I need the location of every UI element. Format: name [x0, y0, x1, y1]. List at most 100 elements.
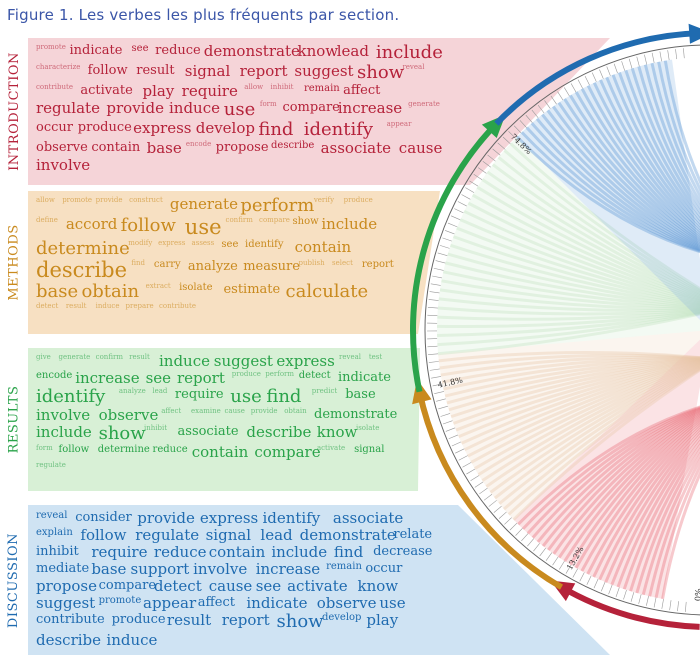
word: include: [375, 42, 443, 63]
chord-line: [599, 79, 700, 231]
chord-line: [481, 363, 700, 482]
tick: [474, 481, 484, 488]
word: find: [131, 259, 146, 267]
results-arc: [410, 121, 499, 393]
tick: [430, 283, 441, 286]
chord-line: [629, 443, 700, 592]
tick: [557, 91, 564, 101]
tick: [429, 368, 440, 371]
tick: [545, 552, 553, 561]
chord-line: [437, 311, 700, 347]
chord-line: [512, 368, 700, 521]
tick: [579, 572, 585, 582]
tick: [451, 441, 462, 447]
word: explain: [36, 527, 73, 538]
chord-line: [650, 62, 700, 199]
tick: [466, 468, 476, 475]
chord-line: [563, 415, 700, 562]
chord-line: [447, 252, 700, 307]
word: induce: [106, 631, 158, 649]
tick: [457, 201, 467, 207]
tick: [492, 148, 501, 156]
word: report: [177, 369, 225, 387]
chord-line: [630, 67, 700, 214]
chord-line: [552, 105, 700, 246]
word: appear: [143, 594, 197, 612]
word: lead: [336, 42, 369, 60]
word: obtain: [284, 407, 307, 415]
chord-line: [525, 126, 700, 252]
word: contribute: [36, 612, 105, 627]
chord-line: [491, 163, 700, 295]
word: induce: [159, 352, 210, 370]
chord-line: [444, 357, 700, 398]
chord-line: [481, 178, 700, 298]
chord-sector: [513, 339, 700, 599]
methods-label: METHODS: [6, 224, 22, 301]
tick: [437, 252, 448, 256]
tick: [487, 154, 496, 162]
word: define: [36, 216, 58, 224]
tick: [527, 538, 535, 547]
word: affect: [161, 407, 182, 415]
word: indicate: [69, 43, 123, 58]
word: detect: [36, 302, 59, 310]
tick: [435, 260, 446, 264]
tick: [432, 383, 443, 387]
word: modify: [128, 239, 153, 247]
arc-percent-label: 100%: [698, 53, 700, 77]
tick: [544, 100, 551, 109]
tick: [593, 578, 599, 589]
tick: [427, 314, 438, 317]
tick: [458, 455, 468, 461]
tick: [469, 180, 479, 187]
chord-line: [617, 71, 700, 222]
chord-line: [441, 356, 700, 384]
tick: [440, 413, 451, 417]
chord-line: [536, 409, 700, 543]
chord-line: [485, 363, 700, 488]
tick: [478, 167, 487, 174]
word: examine: [191, 407, 221, 415]
chord-line: [460, 359, 700, 445]
word: contribute: [159, 302, 196, 310]
word: induce: [95, 302, 120, 310]
tick: [659, 51, 662, 62]
chord-line: [661, 470, 700, 600]
word: mediate: [36, 561, 90, 576]
word: measure: [243, 259, 300, 274]
chord-line: [437, 310, 700, 337]
tick: [628, 58, 633, 69]
word: include: [321, 215, 378, 233]
word: know: [297, 42, 339, 60]
word: demonstrate: [203, 42, 300, 60]
chord-line: [497, 156, 700, 294]
word: affect: [343, 83, 381, 98]
chord-sector: [437, 136, 700, 354]
word: require: [174, 387, 224, 402]
word: compare: [282, 100, 340, 115]
word: lead: [152, 387, 168, 395]
chord-line: [586, 422, 700, 575]
word: support: [130, 560, 190, 578]
word: determine: [36, 238, 130, 259]
word: test: [368, 353, 383, 361]
chord-line: [452, 235, 700, 306]
chord-line: [502, 366, 700, 511]
chord-line: [441, 279, 700, 310]
chord-line: [637, 66, 700, 210]
discussion-word-cloud: reveal consider provide express identify asso…: [28, 509, 446, 651]
chord-line: [448, 357, 700, 412]
word: follow: [80, 526, 127, 544]
word: identify: [36, 386, 106, 407]
word: indicate: [246, 594, 308, 612]
word: signal: [205, 526, 252, 544]
word: see: [221, 239, 239, 250]
tick: [497, 142, 506, 150]
tick: [584, 75, 590, 86]
word: generate: [169, 195, 238, 213]
word: predict: [311, 387, 338, 395]
word: perform: [265, 370, 295, 378]
word: involve: [36, 156, 91, 174]
word: isolate: [179, 282, 213, 293]
